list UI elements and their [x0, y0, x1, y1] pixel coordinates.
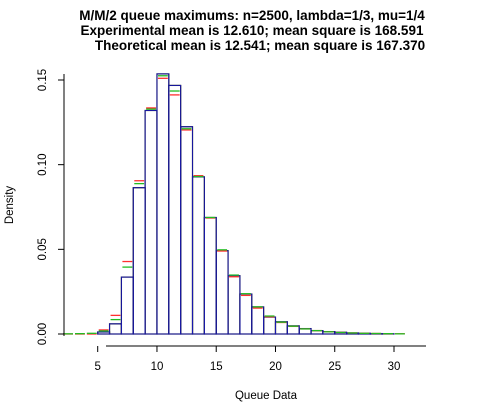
- histogram-bar: [120, 276, 134, 335]
- histogram-bar: [156, 73, 170, 335]
- y-axis-label: Density: [4, 186, 16, 225]
- y-tick-label: 0.00: [37, 323, 49, 345]
- histogram-bar: [132, 187, 146, 335]
- histogram-bar: [191, 176, 205, 335]
- histogram-bar: [168, 84, 182, 335]
- histogram-bar: [227, 275, 241, 335]
- histogram-bar: [203, 216, 217, 335]
- chart-title-line-2: Experimental mean is 12.610; mean square…: [81, 23, 424, 38]
- y-tick-label: 0.05: [37, 238, 49, 260]
- histogram-bar: [144, 109, 158, 335]
- chart-title-line-1: M/M/2 queue maximums: n=2500, lambda=1/3…: [79, 8, 425, 23]
- plot-area: [63, 73, 405, 335]
- histogram-bar: [215, 250, 229, 335]
- histogram-bar: [192, 176, 205, 335]
- histogram-bar: [274, 321, 288, 335]
- histogram-bar: [180, 126, 193, 335]
- x-axis-ticks: 5 10 15 20 25 30: [95, 346, 401, 373]
- histogram-bar: [108, 323, 123, 335]
- histogram-bar: [239, 293, 253, 335]
- x-tick-label: 10: [151, 361, 164, 373]
- histogram-bar: [168, 84, 182, 335]
- histogram-bar: [251, 306, 265, 335]
- histogram-bar: [144, 110, 158, 335]
- histogram-bar: [109, 323, 122, 335]
- histogram-bar: [251, 306, 265, 335]
- histogram-bar: [203, 217, 217, 335]
- histogram-bar: [120, 276, 134, 335]
- histogram-bar: [286, 325, 300, 335]
- x-tick-label: 20: [269, 361, 282, 373]
- histogram-bar: [180, 126, 194, 335]
- histogram-bar: [132, 187, 146, 335]
- x-tick-label: 25: [328, 361, 341, 373]
- chart-title-line-3: Theoretical mean is 12.541; mean square …: [95, 38, 425, 53]
- x-axis-label: Queue Data: [235, 390, 298, 402]
- histogram-bar: [227, 275, 241, 335]
- y-axis-ticks: 0.00 0.05 0.10 0.15: [37, 69, 64, 345]
- histogram-bar: [97, 331, 110, 335]
- x-tick-label: 30: [388, 361, 401, 373]
- histogram-bar: [263, 316, 277, 335]
- y-tick-label: 0.15: [37, 69, 49, 91]
- histogram-bar: [263, 316, 276, 335]
- x-tick-label: 15: [210, 361, 223, 373]
- histogram-bar: [275, 321, 288, 335]
- histogram-bar: [215, 250, 229, 335]
- y-tick-label: 0.10: [37, 153, 49, 175]
- histogram-bar: [286, 325, 300, 335]
- x-tick-label: 5: [95, 361, 101, 373]
- histogram-bar: [156, 73, 170, 335]
- histogram-bar: [239, 293, 253, 335]
